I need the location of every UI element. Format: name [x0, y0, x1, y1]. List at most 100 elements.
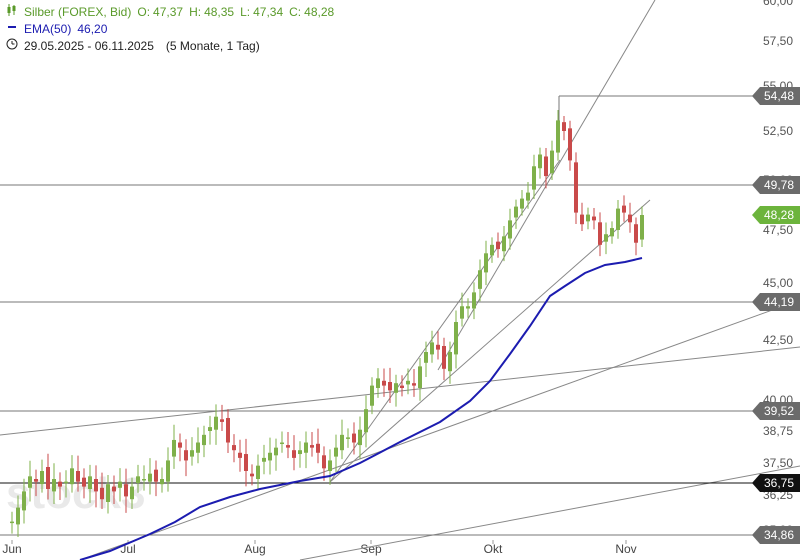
candle-body	[412, 383, 416, 386]
candle	[532, 154, 536, 199]
candle-body	[208, 427, 212, 431]
trendline	[79, 299, 800, 560]
candle-body	[268, 452, 272, 461]
candle	[394, 374, 398, 407]
candle	[586, 207, 590, 230]
candle-body	[382, 380, 386, 386]
price-tags: 54,48 49,78 48,28 44,19 39,52 36,75 34,86	[752, 87, 800, 544]
candle	[118, 468, 122, 502]
candle-body	[442, 346, 446, 369]
candle-body	[364, 409, 368, 433]
price-tag	[752, 87, 800, 105]
legend-ema-row: EMA(50) 46,20	[6, 21, 334, 38]
candle	[340, 419, 344, 460]
candle-body	[118, 481, 122, 488]
candle	[130, 477, 134, 509]
candle	[268, 437, 272, 475]
candle-body	[34, 479, 38, 482]
candle-body	[502, 236, 506, 252]
candle-body	[262, 457, 266, 462]
candle	[484, 240, 488, 286]
candle-body	[70, 468, 74, 485]
trendline	[329, 199, 651, 483]
candle-body	[586, 214, 590, 222]
candle	[106, 475, 110, 514]
candle	[364, 395, 368, 448]
candle	[328, 449, 332, 485]
candle	[538, 147, 542, 179]
chart-legend: Silber (FOREX, Bid) O: 47,37 H: 48,35 L: 47…	[6, 4, 334, 55]
candle-body	[592, 216, 596, 221]
price-tag-label: 48,28	[764, 208, 794, 222]
candle-body	[520, 198, 524, 209]
candle	[70, 455, 74, 493]
candle-body	[508, 220, 512, 239]
trendline	[299, 465, 800, 560]
candle-body	[490, 244, 494, 256]
legend-instrument: Silber (FOREX, Bid)	[24, 5, 132, 19]
legend-instrument-row: Silber (FOREX, Bid) O: 47,37 H: 48,35 L: 47…	[6, 4, 334, 21]
candle-body	[604, 234, 608, 242]
price-tag-label: 54,48	[764, 89, 794, 103]
candle	[382, 368, 386, 397]
line-icon	[6, 21, 18, 38]
candle-body	[166, 460, 170, 482]
legend-period: 29.05.2025 - 06.11.2025	[24, 39, 154, 53]
candle	[172, 424, 176, 469]
price-tag-label: 44,19	[764, 295, 794, 309]
candle	[100, 472, 104, 509]
candle	[556, 109, 560, 161]
candle-body	[310, 445, 314, 448]
candle-body	[376, 378, 380, 388]
candle-body	[436, 344, 440, 350]
legend-low-label: L:	[240, 5, 251, 19]
candle	[466, 298, 470, 318]
candle-body	[550, 150, 554, 174]
candle	[76, 455, 80, 492]
candle-body	[76, 471, 80, 482]
candle	[430, 330, 434, 363]
legend-open: 47,37	[153, 5, 184, 19]
candle-body	[88, 476, 92, 489]
candle	[64, 470, 68, 498]
candle	[352, 422, 356, 455]
candle-body	[82, 477, 86, 487]
candle	[10, 511, 14, 534]
candle	[184, 439, 188, 477]
candle	[412, 369, 416, 397]
candle	[322, 446, 326, 481]
legend-low: 47,34	[253, 5, 284, 19]
candle	[88, 464, 92, 503]
legend-high: 48,35	[204, 5, 235, 19]
candle-body	[244, 454, 248, 471]
ema-line	[79, 257, 643, 560]
y-tick-label: 45,00	[763, 276, 793, 290]
y-tick-label: 60,00	[763, 0, 793, 8]
legend-ema-label: EMA(50)	[24, 22, 72, 36]
candle-body	[10, 521, 14, 524]
candle	[22, 478, 26, 524]
price-tag-label: 39,52	[764, 404, 794, 418]
candle	[514, 199, 518, 229]
candle	[142, 465, 146, 491]
price-tag	[752, 293, 800, 311]
candle	[640, 206, 644, 247]
price-tag	[752, 206, 800, 224]
candle	[406, 368, 410, 395]
candle	[400, 375, 404, 397]
candle	[232, 434, 236, 463]
candle	[136, 464, 140, 493]
candle-body	[640, 215, 644, 240]
candle	[448, 341, 452, 384]
candle-body	[322, 455, 326, 469]
candle-body	[136, 476, 140, 483]
candle-body	[154, 469, 158, 482]
candle-body	[280, 442, 284, 445]
candle	[112, 475, 116, 504]
candle	[34, 469, 38, 497]
candle	[190, 437, 194, 466]
candle-body	[352, 433, 356, 443]
candle-body	[538, 154, 542, 169]
price-tag-label: 36,75	[764, 476, 794, 490]
